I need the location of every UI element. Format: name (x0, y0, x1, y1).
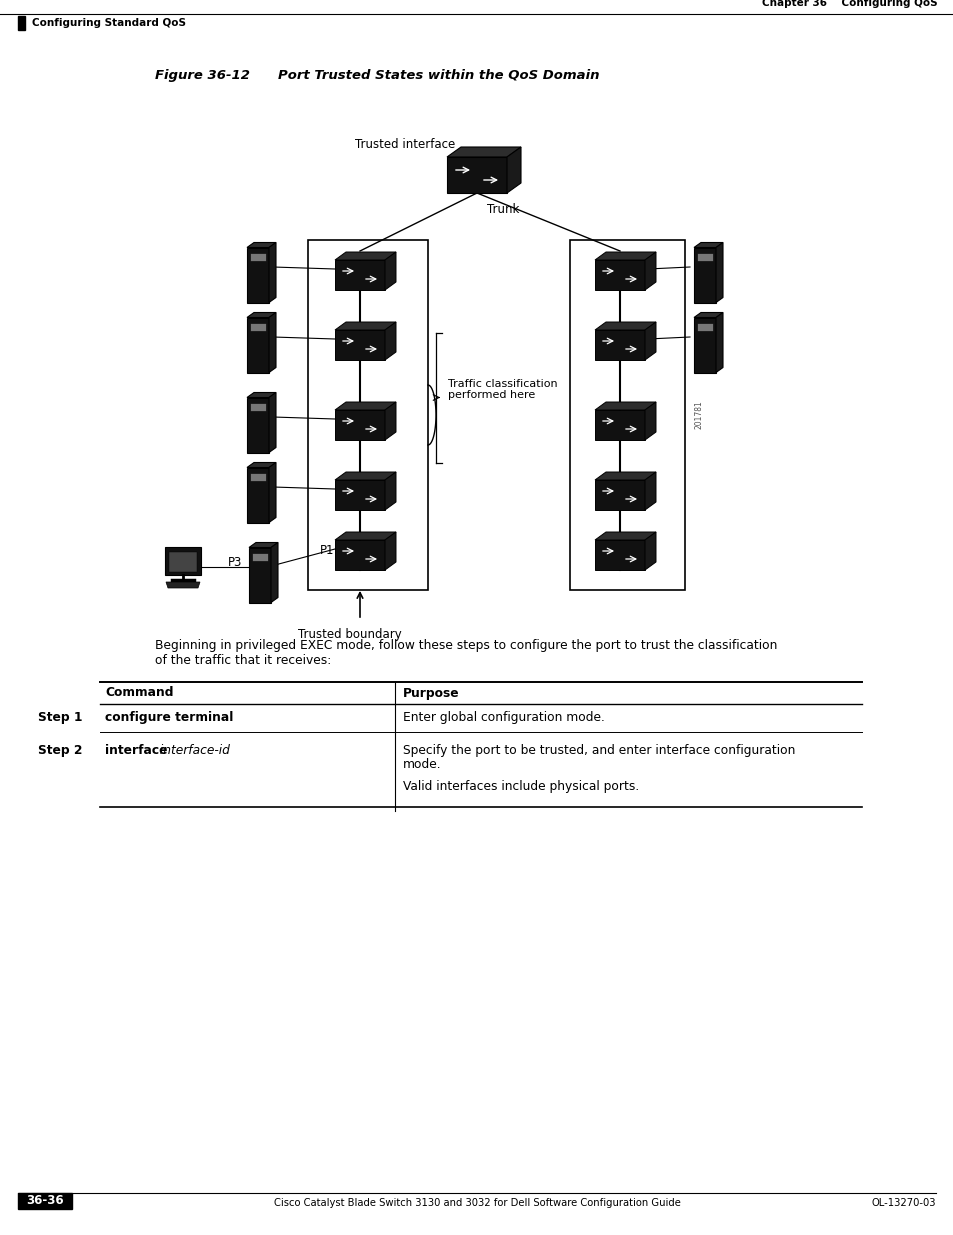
Polygon shape (335, 330, 385, 359)
Polygon shape (693, 247, 716, 303)
Polygon shape (697, 324, 712, 331)
Polygon shape (595, 330, 644, 359)
Text: P1: P1 (319, 545, 334, 557)
Polygon shape (595, 403, 656, 410)
Polygon shape (247, 247, 269, 303)
Polygon shape (335, 261, 385, 290)
Polygon shape (250, 404, 266, 411)
Polygon shape (247, 462, 275, 468)
Text: Cisco Catalyst Blade Switch 3130 and 3032 for Dell Software Configuration Guide: Cisco Catalyst Blade Switch 3130 and 303… (274, 1198, 679, 1208)
Polygon shape (247, 312, 275, 317)
Text: Specify the port to be trusted, and enter interface configuration: Specify the port to be trusted, and ente… (402, 743, 795, 757)
Text: interface: interface (105, 743, 168, 757)
Polygon shape (335, 480, 385, 510)
Polygon shape (269, 462, 275, 522)
Text: Command: Command (105, 687, 173, 699)
Polygon shape (271, 542, 277, 603)
Polygon shape (250, 253, 266, 262)
Text: Step 1: Step 1 (38, 711, 82, 725)
Text: Purpose: Purpose (402, 687, 459, 699)
Text: Figure 36-12: Figure 36-12 (154, 69, 250, 82)
Polygon shape (335, 540, 385, 571)
Polygon shape (595, 252, 656, 261)
Polygon shape (644, 403, 656, 440)
Text: Trunk: Trunk (486, 203, 518, 216)
Polygon shape (716, 312, 722, 373)
Polygon shape (335, 532, 395, 540)
Text: Valid interfaces include physical ports.: Valid interfaces include physical ports. (402, 781, 639, 793)
Polygon shape (644, 472, 656, 510)
Polygon shape (250, 324, 266, 331)
Polygon shape (595, 410, 644, 440)
Polygon shape (644, 532, 656, 571)
Polygon shape (595, 322, 656, 330)
Polygon shape (335, 252, 395, 261)
Polygon shape (506, 147, 520, 193)
Polygon shape (595, 480, 644, 510)
Polygon shape (595, 540, 644, 571)
Text: P3: P3 (228, 557, 242, 569)
Polygon shape (693, 242, 722, 247)
Polygon shape (247, 393, 275, 398)
Polygon shape (252, 553, 268, 561)
Polygon shape (644, 322, 656, 359)
Text: 36-36: 36-36 (26, 1194, 64, 1208)
Text: Configuring Standard QoS: Configuring Standard QoS (32, 19, 186, 28)
Text: Trusted interface: Trusted interface (355, 138, 455, 151)
Bar (18, 16, 25, 30)
Text: Traffic classification
performed here: Traffic classification performed here (448, 379, 558, 400)
Polygon shape (595, 532, 656, 540)
Polygon shape (165, 547, 201, 576)
Polygon shape (385, 403, 395, 440)
Polygon shape (385, 472, 395, 510)
Polygon shape (247, 242, 275, 247)
Polygon shape (249, 547, 271, 603)
Polygon shape (335, 472, 395, 480)
Text: Enter global configuration mode.: Enter global configuration mode. (402, 711, 604, 725)
Bar (18, 1193, 71, 1209)
Polygon shape (335, 410, 385, 440)
Text: Port Trusted States within the QoS Domain: Port Trusted States within the QoS Domai… (277, 69, 598, 82)
Text: interface-id: interface-id (156, 743, 230, 757)
Text: Beginning in privileged EXEC mode, follow these steps to configure the port to t: Beginning in privileged EXEC mode, follo… (154, 638, 777, 667)
Polygon shape (247, 398, 269, 452)
Polygon shape (250, 473, 266, 482)
Polygon shape (447, 147, 520, 157)
Text: Trusted boundary: Trusted boundary (297, 629, 401, 641)
Polygon shape (447, 157, 506, 193)
Text: Chapter 36    Configuring QoS: Chapter 36 Configuring QoS (761, 0, 937, 7)
Polygon shape (166, 582, 200, 588)
Polygon shape (697, 253, 712, 262)
Polygon shape (385, 532, 395, 571)
Polygon shape (169, 552, 196, 572)
Polygon shape (249, 542, 277, 547)
Text: 201781: 201781 (694, 400, 702, 430)
Polygon shape (644, 252, 656, 290)
Bar (569, 240, 684, 590)
Polygon shape (269, 242, 275, 303)
Text: configure terminal: configure terminal (105, 711, 233, 725)
Polygon shape (335, 403, 395, 410)
Text: Step 2: Step 2 (38, 743, 82, 757)
Polygon shape (269, 312, 275, 373)
Polygon shape (385, 252, 395, 290)
Polygon shape (247, 317, 269, 373)
Polygon shape (693, 317, 716, 373)
Polygon shape (595, 472, 656, 480)
Polygon shape (595, 261, 644, 290)
Polygon shape (335, 322, 395, 330)
Polygon shape (716, 242, 722, 303)
Polygon shape (385, 322, 395, 359)
Text: mode.: mode. (402, 758, 441, 771)
Bar (308, 240, 428, 590)
Polygon shape (269, 393, 275, 452)
Polygon shape (693, 312, 722, 317)
Polygon shape (247, 468, 269, 522)
Text: OL-13270-03: OL-13270-03 (871, 1198, 935, 1208)
